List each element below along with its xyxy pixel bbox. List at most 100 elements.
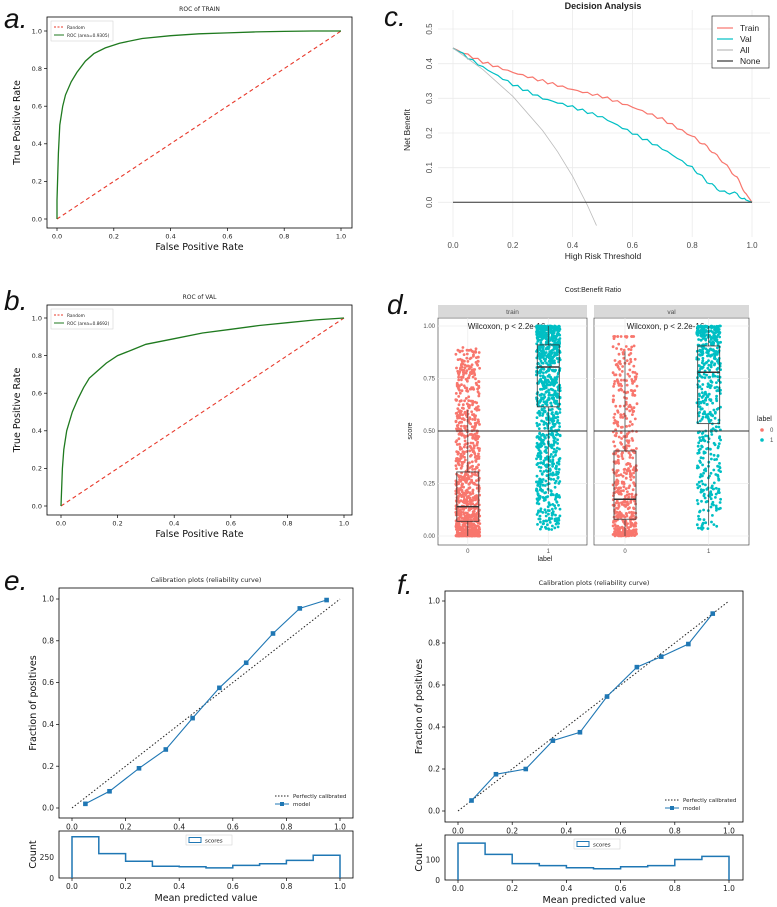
y-tick-label: 0.6 bbox=[32, 389, 42, 397]
data-point bbox=[553, 324, 557, 328]
data-point bbox=[699, 338, 703, 342]
data-point bbox=[458, 357, 462, 361]
x-tick-label: 1 bbox=[707, 549, 711, 555]
data-point bbox=[628, 374, 631, 378]
data-point bbox=[543, 326, 547, 330]
data-point bbox=[710, 380, 714, 384]
data-point bbox=[552, 355, 555, 359]
data-point bbox=[613, 380, 617, 383]
data-point bbox=[630, 345, 634, 349]
data-point bbox=[625, 425, 628, 428]
data-point bbox=[470, 534, 474, 537]
data-point bbox=[619, 335, 623, 338]
data-point bbox=[623, 499, 627, 503]
data-point bbox=[474, 438, 478, 442]
data-point bbox=[549, 489, 553, 493]
data-point bbox=[464, 371, 468, 375]
data-point bbox=[617, 342, 621, 346]
data-point bbox=[625, 444, 629, 447]
data-point bbox=[457, 378, 461, 382]
data-point bbox=[470, 519, 474, 523]
data-point bbox=[632, 406, 636, 409]
data-point bbox=[538, 414, 542, 417]
data-point bbox=[537, 324, 541, 328]
data-point bbox=[461, 349, 464, 353]
data-point bbox=[557, 460, 561, 463]
data-point bbox=[624, 345, 628, 348]
data-point bbox=[627, 495, 631, 499]
data-point bbox=[625, 417, 629, 420]
data-point bbox=[714, 328, 717, 331]
data-point bbox=[706, 350, 710, 354]
data-point bbox=[705, 403, 709, 406]
data-point bbox=[469, 441, 473, 445]
axes-frame bbox=[58, 587, 354, 819]
data-point bbox=[476, 446, 480, 450]
data-point bbox=[621, 365, 624, 368]
data-point bbox=[701, 435, 704, 439]
data-point bbox=[705, 373, 708, 377]
data-point bbox=[635, 384, 639, 388]
data-point bbox=[457, 501, 461, 504]
data-point bbox=[471, 496, 475, 499]
data-point bbox=[476, 421, 479, 424]
data-point bbox=[544, 514, 548, 518]
data-point bbox=[535, 463, 539, 466]
data-point bbox=[701, 463, 704, 467]
data-point bbox=[625, 462, 629, 466]
data-point bbox=[708, 495, 712, 498]
data-point bbox=[627, 347, 631, 351]
data-point bbox=[476, 387, 479, 391]
data-point bbox=[620, 384, 623, 388]
data-point bbox=[544, 370, 548, 374]
y-tick-label: 0.4 bbox=[32, 427, 42, 435]
data-point bbox=[556, 518, 559, 521]
data-point bbox=[624, 448, 627, 451]
data-point bbox=[555, 449, 558, 453]
data-point bbox=[548, 432, 551, 436]
data-point bbox=[711, 340, 715, 343]
data-point bbox=[716, 375, 719, 378]
data-point bbox=[710, 360, 714, 364]
data-point bbox=[625, 359, 629, 362]
data-point bbox=[541, 496, 545, 499]
data-point bbox=[714, 357, 717, 361]
model-marker bbox=[523, 766, 529, 772]
data-point bbox=[621, 514, 625, 518]
data-point bbox=[539, 451, 543, 455]
data-point bbox=[460, 483, 464, 487]
data-point bbox=[699, 461, 702, 464]
legend-label-none: None bbox=[740, 56, 761, 66]
y-tick-label: 0.4 bbox=[32, 140, 42, 148]
data-point bbox=[626, 522, 629, 525]
y-axis-label: True Positive Rate bbox=[12, 368, 23, 454]
data-point bbox=[551, 458, 555, 461]
data-point bbox=[695, 499, 699, 502]
data-point bbox=[613, 419, 617, 422]
data-point bbox=[539, 437, 543, 441]
data-point bbox=[702, 337, 705, 340]
x-tick-label: 0.8 bbox=[279, 233, 289, 241]
data-point bbox=[461, 417, 465, 420]
data-point bbox=[615, 483, 618, 487]
data-point bbox=[467, 399, 471, 402]
data-point bbox=[552, 396, 555, 400]
data-point bbox=[544, 448, 548, 452]
panel-letter-b: b. bbox=[4, 285, 27, 316]
data-point bbox=[468, 433, 472, 436]
x-tick-label: 0.8 bbox=[669, 827, 681, 836]
hist-legend-swatch bbox=[188, 837, 202, 843]
data-point bbox=[469, 422, 472, 426]
data-point bbox=[617, 435, 621, 439]
data-point bbox=[714, 504, 718, 508]
hist-legend-label: scores bbox=[205, 839, 223, 845]
x-tick-label: 0.0 bbox=[56, 520, 66, 528]
data-point bbox=[625, 379, 628, 382]
data-point bbox=[461, 371, 465, 374]
data-point bbox=[554, 453, 557, 457]
data-point bbox=[460, 489, 463, 492]
data-point bbox=[702, 518, 706, 522]
data-point bbox=[544, 456, 547, 460]
data-point bbox=[697, 338, 700, 341]
hist-x-tick-label: 0.6 bbox=[227, 882, 239, 891]
